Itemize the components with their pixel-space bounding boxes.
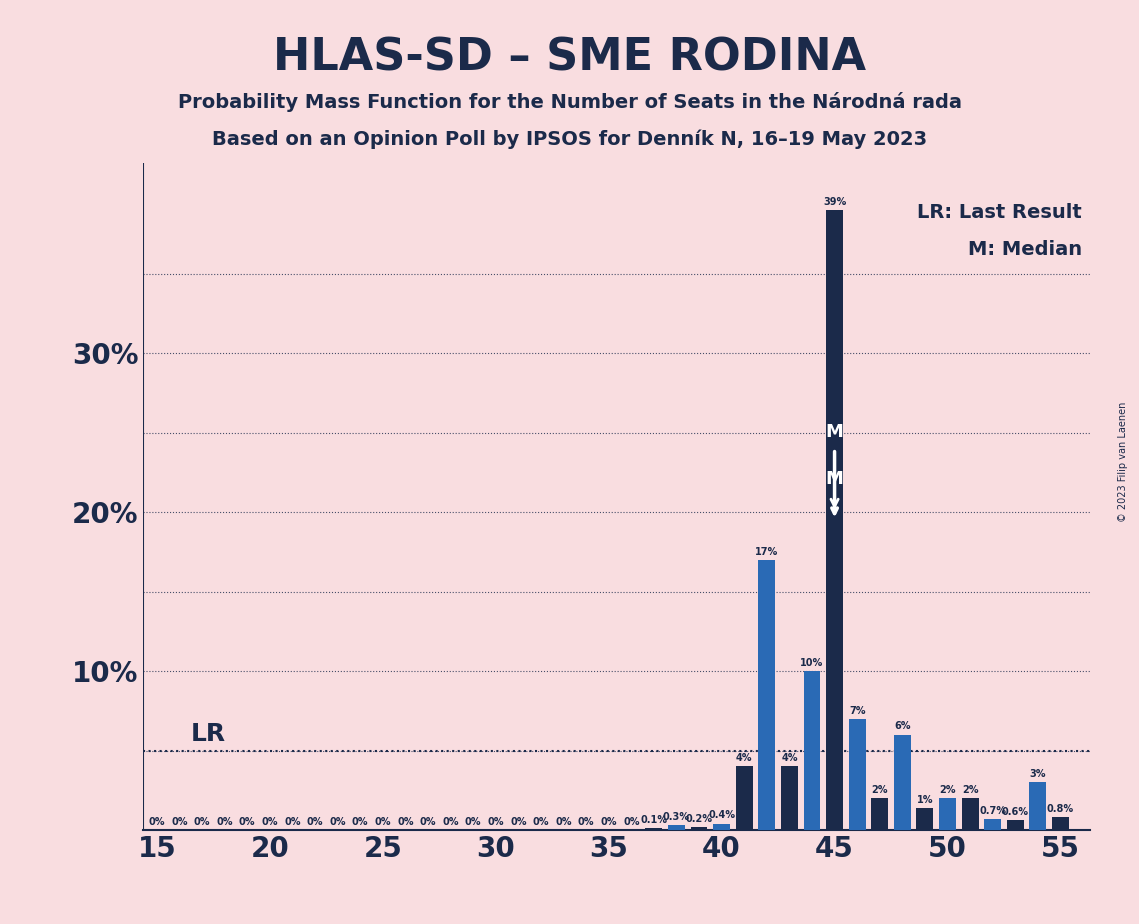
Text: 0.8%: 0.8% [1047, 804, 1074, 814]
Text: 0%: 0% [419, 817, 436, 827]
Text: 7%: 7% [849, 706, 866, 715]
Text: 0%: 0% [284, 817, 301, 827]
Text: LR: Last Result: LR: Last Result [917, 203, 1082, 223]
Text: 0%: 0% [465, 817, 482, 827]
Text: Based on an Opinion Poll by IPSOS for Denník N, 16–19 May 2023: Based on an Opinion Poll by IPSOS for De… [212, 129, 927, 149]
Text: 39%: 39% [823, 198, 846, 207]
Bar [736, 766, 753, 830]
Text: 0%: 0% [239, 817, 255, 827]
Text: LR: LR [190, 722, 226, 746]
Text: 3%: 3% [1030, 769, 1046, 779]
Bar [1030, 783, 1047, 830]
Text: 2%: 2% [940, 785, 956, 795]
Text: 0%: 0% [623, 817, 639, 827]
Text: 0%: 0% [487, 817, 503, 827]
Bar [1052, 817, 1068, 830]
Text: 0%: 0% [398, 817, 413, 827]
Bar [939, 798, 956, 830]
Text: 4%: 4% [781, 753, 797, 763]
Bar [646, 828, 662, 830]
Bar [894, 735, 911, 830]
Bar [961, 798, 978, 830]
Text: 2%: 2% [961, 785, 978, 795]
Text: 10%: 10% [801, 658, 823, 668]
Text: 0%: 0% [600, 817, 617, 827]
Text: 0%: 0% [148, 817, 165, 827]
Bar [667, 825, 685, 830]
Bar [1007, 821, 1024, 830]
Text: 0%: 0% [194, 817, 211, 827]
Text: 0.6%: 0.6% [1002, 808, 1029, 817]
Text: 0.7%: 0.7% [980, 806, 1006, 816]
Text: 0%: 0% [171, 817, 188, 827]
Text: M: M [826, 423, 844, 441]
Bar [759, 560, 776, 830]
Text: Probability Mass Function for the Number of Seats in the Národná rada: Probability Mass Function for the Number… [178, 92, 961, 113]
Text: 0%: 0% [306, 817, 323, 827]
Text: 0%: 0% [329, 817, 346, 827]
Text: 0%: 0% [555, 817, 572, 827]
Bar [871, 798, 888, 830]
Text: 17%: 17% [755, 547, 778, 557]
Text: 0%: 0% [375, 817, 391, 827]
Text: 0%: 0% [510, 817, 526, 827]
Text: 6%: 6% [894, 722, 910, 732]
Text: 0.4%: 0.4% [708, 810, 735, 821]
Bar [826, 211, 843, 830]
Text: 0.3%: 0.3% [663, 812, 690, 822]
Text: 0%: 0% [442, 817, 459, 827]
Bar [984, 819, 1001, 830]
Text: 0%: 0% [533, 817, 549, 827]
Text: © 2023 Filip van Laenen: © 2023 Filip van Laenen [1117, 402, 1128, 522]
Text: 4%: 4% [736, 753, 753, 763]
Bar [781, 766, 797, 830]
Text: 0.2%: 0.2% [686, 814, 713, 823]
Text: 0%: 0% [352, 817, 368, 827]
Bar [803, 671, 820, 830]
Text: 0%: 0% [262, 817, 278, 827]
Bar [713, 823, 730, 830]
Text: HLAS-SD – SME RODINA: HLAS-SD – SME RODINA [273, 37, 866, 80]
Bar [849, 719, 866, 830]
Bar [917, 808, 933, 830]
Text: 0.1%: 0.1% [640, 815, 667, 825]
Text: M: Median: M: Median [968, 240, 1082, 260]
Text: 0%: 0% [216, 817, 232, 827]
Text: 1%: 1% [917, 795, 933, 805]
Text: 0%: 0% [577, 817, 595, 827]
Text: 2%: 2% [871, 785, 888, 795]
Text: M: M [826, 470, 844, 506]
Bar [690, 827, 707, 830]
